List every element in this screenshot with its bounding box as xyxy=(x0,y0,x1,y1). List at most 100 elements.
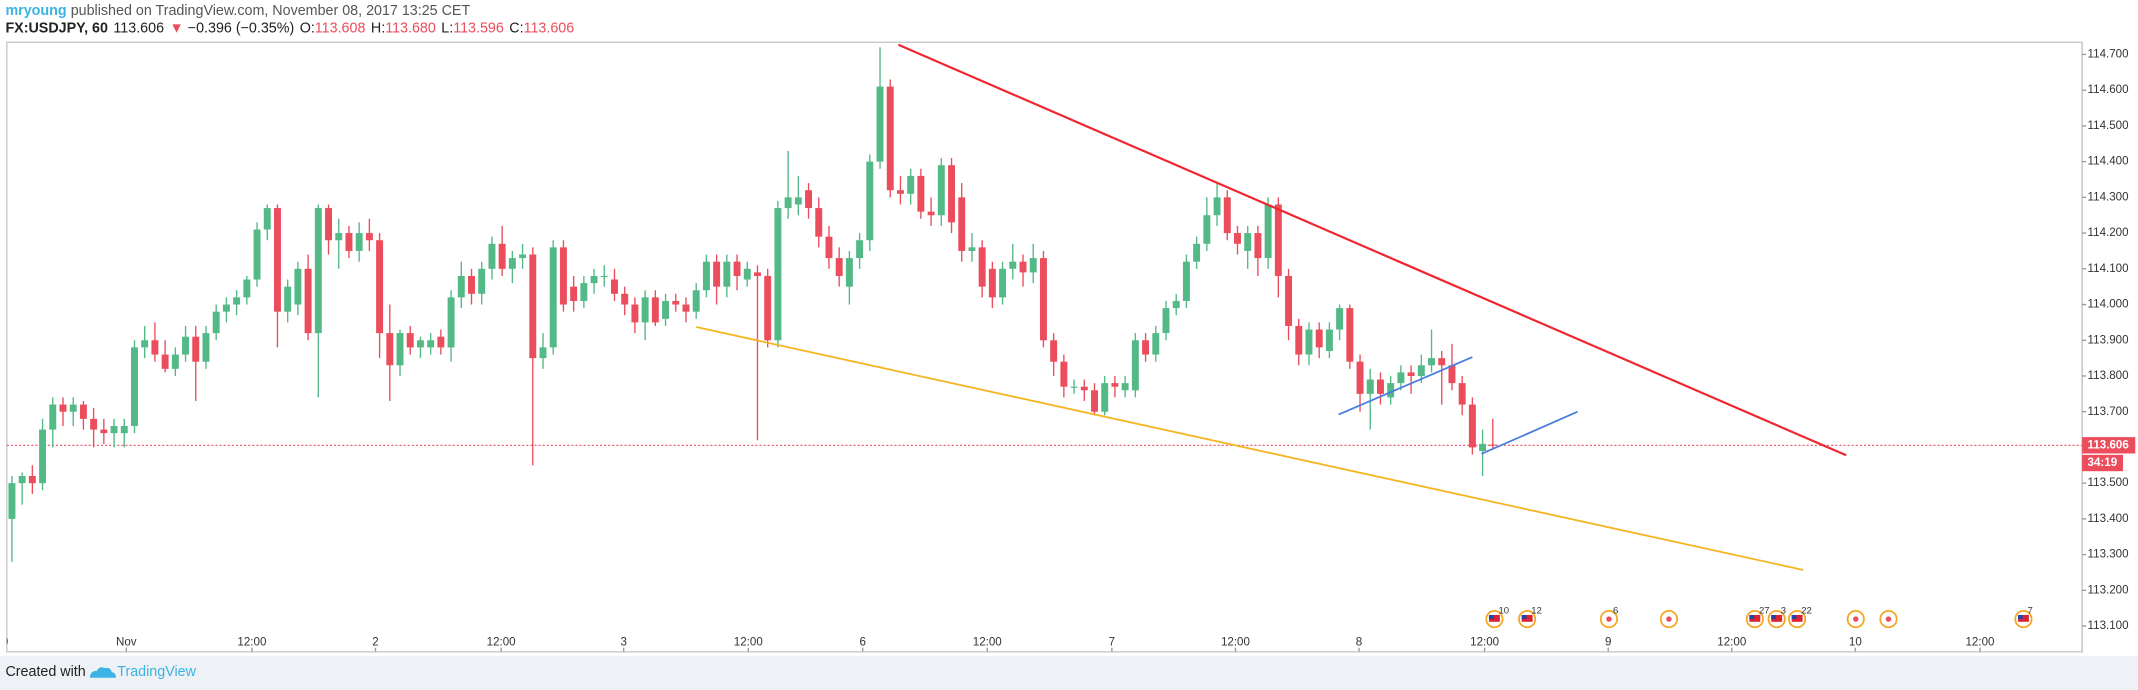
candle-body xyxy=(233,297,241,305)
candle-body xyxy=(1264,204,1272,259)
candle-body xyxy=(805,190,813,209)
event-flag-blue xyxy=(1488,614,1494,620)
y-tick-label: 114.200 xyxy=(2088,227,2129,239)
candle-body xyxy=(1438,358,1446,366)
candle-body xyxy=(794,197,802,205)
candle-body xyxy=(100,429,108,434)
candle-body xyxy=(1050,340,1058,362)
arrow: ▼ xyxy=(169,20,183,36)
candle-body xyxy=(110,426,118,434)
tradingview-logo[interactable] xyxy=(89,667,116,678)
x-tick-label: 12:00 xyxy=(1470,636,1499,648)
event-marker[interactable] xyxy=(1846,610,1865,629)
candle-body xyxy=(1356,361,1364,394)
trend-line xyxy=(1338,356,1473,416)
event-count: 12 xyxy=(1531,605,1542,616)
candle-body xyxy=(948,165,955,223)
last-price-label: 113.606 xyxy=(2088,439,2130,451)
author[interactable]: mryoung xyxy=(5,3,66,19)
candle-body xyxy=(1366,379,1374,394)
candle-body xyxy=(151,340,159,355)
candle-body xyxy=(498,243,506,269)
y-tick-label: 113.200 xyxy=(2088,584,2129,596)
event-flag-blue xyxy=(1749,614,1755,620)
candle-body xyxy=(856,240,864,259)
candle-body xyxy=(937,165,945,216)
candle-body xyxy=(621,293,629,305)
candle-body xyxy=(988,268,996,298)
event-marker[interactable]: 12 xyxy=(1518,605,1542,629)
candle-body xyxy=(386,333,394,366)
candle-body xyxy=(335,233,343,241)
footer-band xyxy=(0,655,2138,690)
candle-body xyxy=(1489,444,1497,446)
candle-body xyxy=(345,233,353,251)
candle-body xyxy=(427,340,435,348)
event-marker[interactable]: 10 xyxy=(1485,605,1509,629)
candle-body xyxy=(539,347,547,359)
candle-body xyxy=(1080,386,1088,391)
candle-body xyxy=(1019,261,1027,273)
candle-body xyxy=(202,333,210,362)
event-flag-blue xyxy=(1791,614,1797,620)
x-tick-label: 2 xyxy=(372,636,378,648)
x-tick-label: 12:00 xyxy=(1717,636,1746,648)
candle-body xyxy=(845,258,853,287)
candle-body xyxy=(662,300,670,319)
candle-body xyxy=(1295,325,1303,355)
candle-body xyxy=(253,229,261,280)
candle-body xyxy=(222,304,230,312)
candle-body xyxy=(468,275,475,294)
x-tick-label: 3 xyxy=(620,636,626,648)
candle-body xyxy=(958,197,966,251)
candle-body xyxy=(611,279,618,294)
candle-body xyxy=(396,333,404,366)
candle-body xyxy=(600,275,608,278)
event-marker[interactable]: 6 xyxy=(1599,605,1619,629)
candle-body xyxy=(141,340,149,348)
event-count: 3 xyxy=(1781,605,1786,616)
candle-body xyxy=(304,268,312,334)
ohlc-value: 113.680 xyxy=(385,20,436,36)
candle-body xyxy=(1305,329,1313,355)
event-flag-red xyxy=(1488,614,1500,622)
candle-body xyxy=(1029,258,1037,273)
footer-brand[interactable]: TradingView xyxy=(117,664,196,680)
candle-body xyxy=(580,283,588,301)
event-marker[interactable] xyxy=(1879,610,1898,629)
event-count: 22 xyxy=(1801,605,1812,616)
candle-body xyxy=(1070,386,1078,388)
event-marker[interactable] xyxy=(1659,610,1679,629)
event-dot xyxy=(1853,616,1859,622)
x-tick-label: 10 xyxy=(1849,636,1862,648)
candle-body xyxy=(886,86,894,191)
event-marker[interactable]: 3 xyxy=(1767,605,1786,629)
x-tick-label: Nov xyxy=(116,636,137,648)
event-count: 7 xyxy=(2028,605,2033,616)
candle-body xyxy=(1213,197,1221,216)
candle-body xyxy=(28,476,36,484)
published: published on TradingView.com, November 0… xyxy=(71,3,471,19)
candle-body xyxy=(1468,404,1476,448)
candle-body xyxy=(192,336,200,362)
candle-body xyxy=(59,404,67,412)
event-marker[interactable]: 27 xyxy=(1745,605,1770,629)
candle-body xyxy=(702,261,710,291)
trend-line xyxy=(696,326,1804,571)
y-tick-label: 114.500 xyxy=(2088,120,2129,132)
candle-body xyxy=(1254,233,1262,259)
candle-body xyxy=(1182,261,1190,301)
candle-body xyxy=(243,279,251,298)
ohlc-value: 113.606 xyxy=(524,20,575,36)
event-marker[interactable]: 7 xyxy=(2014,605,2033,629)
event-marker[interactable]: 22 xyxy=(1788,605,1812,629)
candle-body xyxy=(131,347,138,427)
candle-body xyxy=(713,261,721,287)
header-line: mryoung published on TradingView.com, Nov… xyxy=(5,3,470,19)
candle-body xyxy=(1172,300,1180,309)
trend-line xyxy=(1481,410,1578,455)
candle-body xyxy=(161,354,169,369)
x-tick-label: 12:00 xyxy=(237,636,266,648)
footer-created: Created with xyxy=(5,664,85,680)
